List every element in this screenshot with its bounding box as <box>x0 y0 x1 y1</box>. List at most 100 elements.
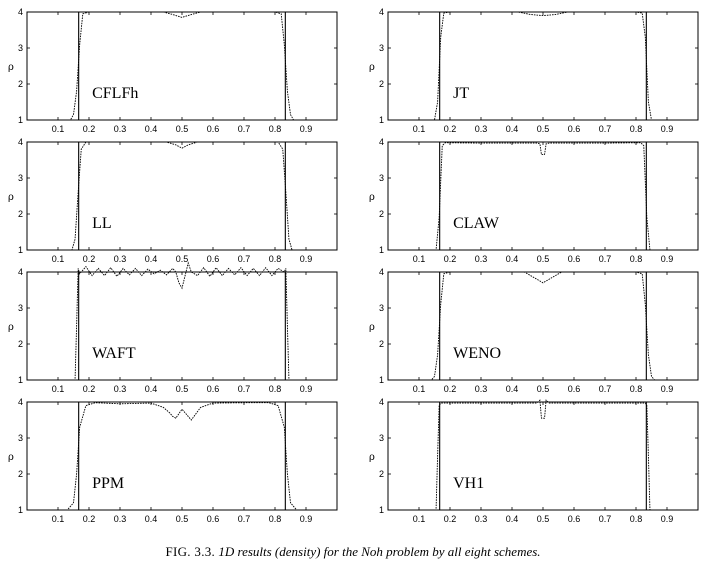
numerical-solution-line <box>27 402 337 511</box>
x-tick-label: 0.8 <box>269 514 282 524</box>
exact-solution-line <box>388 401 698 511</box>
exact-solution-line <box>388 271 698 381</box>
x-tick-label: 0.6 <box>207 384 220 394</box>
y-axis-label: ρ <box>369 322 375 333</box>
panel-jt: 0.1 0.2 0.3 0.4 0.5 0.6 0.7 0.8 0.9 1 2 3 4 ρ JT <box>369 7 699 134</box>
panel-weno: 0.1 0.2 0.3 0.4 0.5 0.6 0.7 0.8 0.9 1 2 3 4 ρ WENO <box>369 267 699 394</box>
axes-frame <box>387 11 699 121</box>
panel-waft: 0.1 0.2 0.3 0.4 0.5 0.6 0.7 0.8 0.9 1 2 3 4 ρ WAFT <box>8 261 338 394</box>
x-tick-label: 0.5 <box>176 124 189 134</box>
y-axis-label: ρ <box>369 62 375 73</box>
x-tick-label: 0.2 <box>444 254 457 264</box>
y-tick-label: 2 <box>379 209 384 219</box>
scheme-label: CFLFh <box>92 85 138 102</box>
axes-frame <box>387 141 699 251</box>
exact-solution-line <box>388 141 698 251</box>
x-tick-label: 0.2 <box>83 254 96 264</box>
y-axis-label: ρ <box>369 452 375 463</box>
x-tick-label: 0.9 <box>300 514 313 524</box>
exact-solution-line <box>27 11 337 121</box>
x-tick-label: 0.3 <box>114 514 127 524</box>
y-tick-label: 4 <box>18 397 23 407</box>
y-tick-label: 4 <box>18 7 23 17</box>
caption-text: 1D results (density) for the Noh problem… <box>218 544 541 559</box>
y-axis-label: ρ <box>8 322 14 333</box>
x-tick-label: 0.1 <box>413 384 426 394</box>
x-tick-label: 0.4 <box>145 254 158 264</box>
x-tick-label: 0.9 <box>661 514 674 524</box>
x-tick-label: 0.7 <box>238 254 251 264</box>
x-tick-label: 0.1 <box>413 514 426 524</box>
x-tick-label: 0.1 <box>52 254 65 264</box>
axes-frame <box>387 401 699 511</box>
x-tick-label: 0.7 <box>238 384 251 394</box>
x-tick-label: 0.1 <box>413 254 426 264</box>
y-tick-label: 4 <box>18 137 23 147</box>
x-tick-label: 0.6 <box>568 384 581 394</box>
x-tick-label: 0.2 <box>444 124 457 134</box>
x-tick-label: 0.6 <box>207 124 220 134</box>
x-tick-label: 0.8 <box>630 384 643 394</box>
y-tick-label: 4 <box>379 7 384 17</box>
y-tick-label: 3 <box>379 173 384 183</box>
y-axis-label: ρ <box>8 452 14 463</box>
y-tick-label: 4 <box>18 267 23 277</box>
numerical-solution-line <box>27 11 337 121</box>
x-tick-label: 0.5 <box>537 514 550 524</box>
scheme-label: PPM <box>92 475 124 492</box>
exact-solution-line <box>27 141 337 251</box>
numerical-solution-line <box>388 11 698 121</box>
x-tick-label: 0.4 <box>145 384 158 394</box>
x-tick-label: 0.5 <box>176 384 189 394</box>
y-tick-label: 1 <box>379 115 384 125</box>
x-tick-label: 0.7 <box>238 124 251 134</box>
numerical-solution-line <box>27 261 337 381</box>
scheme-label: CLAW <box>453 215 500 232</box>
x-tick-label: 0.6 <box>568 514 581 524</box>
y-tick-label: 1 <box>379 505 384 515</box>
x-tick-label: 0.5 <box>537 254 550 264</box>
y-tick-label: 1 <box>18 375 23 385</box>
caption-label: FIG. 3.3. <box>165 544 216 559</box>
x-tick-label: 0.3 <box>114 124 127 134</box>
y-tick-label: 2 <box>18 79 23 89</box>
y-tick-label: 2 <box>18 339 23 349</box>
y-tick-label: 3 <box>18 303 23 313</box>
x-tick-label: 0.4 <box>145 514 158 524</box>
x-tick-label: 0.7 <box>599 384 612 394</box>
panel-claw: 0.1 0.2 0.3 0.4 0.5 0.6 0.7 0.8 0.9 1 2 3 4 ρ CLAW <box>369 137 699 264</box>
x-tick-label: 0.3 <box>114 384 127 394</box>
panel-ppm: 0.1 0.2 0.3 0.4 0.5 0.6 0.7 0.8 0.9 1 2 3 4 ρ PPM <box>8 397 338 524</box>
y-axis-label: ρ <box>369 192 375 203</box>
figure-caption: FIG. 3.3. 1D results (density) for the N… <box>0 544 706 560</box>
numerical-solution-line <box>27 141 337 251</box>
y-axis-label: ρ <box>8 62 14 73</box>
x-tick-label: 0.1 <box>413 124 426 134</box>
x-tick-label: 0.9 <box>661 254 674 264</box>
x-tick-label: 0.1 <box>52 384 65 394</box>
y-tick-label: 1 <box>18 505 23 515</box>
x-tick-label: 0.6 <box>207 254 220 264</box>
x-tick-label: 0.3 <box>475 514 488 524</box>
x-tick-label: 0.4 <box>506 124 519 134</box>
x-tick-label: 0.9 <box>661 124 674 134</box>
axes-frame <box>387 271 699 381</box>
x-tick-label: 0.9 <box>300 384 313 394</box>
y-tick-label: 1 <box>379 245 384 255</box>
exact-solution-line <box>388 11 698 121</box>
x-tick-label: 0.2 <box>83 514 96 524</box>
y-axis-label: ρ <box>8 192 14 203</box>
y-tick-label: 4 <box>379 397 384 407</box>
y-tick-label: 2 <box>18 209 23 219</box>
axes-frame <box>26 141 338 251</box>
x-tick-label: 0.8 <box>630 254 643 264</box>
scheme-label: LL <box>92 215 112 232</box>
y-tick-label: 1 <box>18 245 23 255</box>
exact-solution-line <box>27 401 337 511</box>
x-tick-label: 0.3 <box>475 124 488 134</box>
panel-cflfh: 0.1 0.2 0.3 0.4 0.5 0.6 0.7 0.8 0.9 1 2 3 4 ρ CFLFh <box>8 7 338 134</box>
x-tick-label: 0.7 <box>599 254 612 264</box>
x-tick-label: 0.5 <box>537 124 550 134</box>
numerical-solution-line <box>388 142 698 251</box>
x-tick-label: 0.3 <box>114 254 127 264</box>
